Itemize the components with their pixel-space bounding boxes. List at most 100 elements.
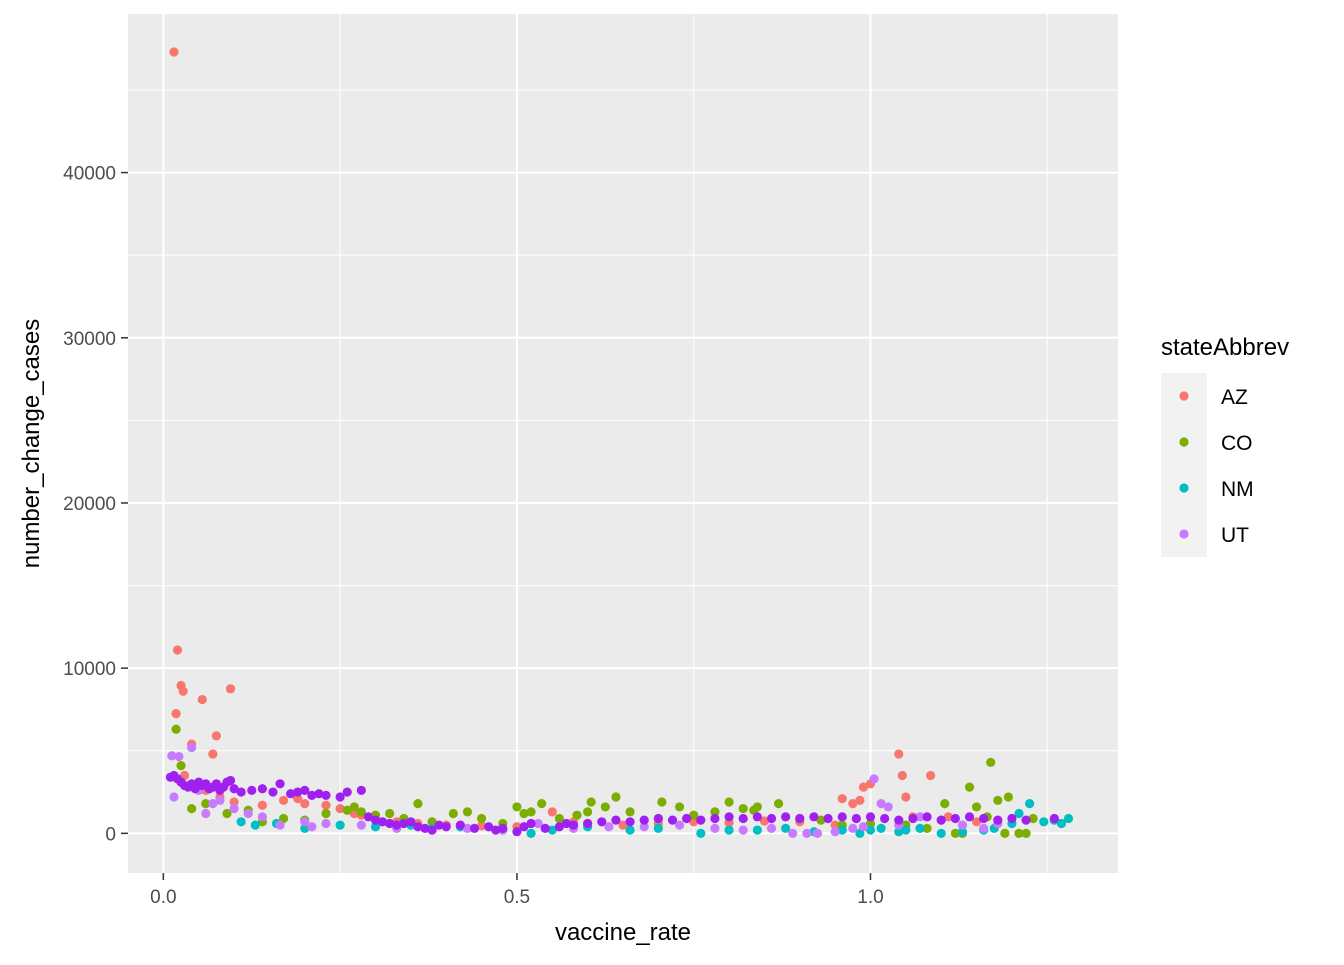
point-ut (667, 815, 678, 825)
point-co (413, 799, 423, 809)
point-co (674, 802, 685, 812)
legend-key-co (1179, 437, 1189, 447)
point-ut (1021, 815, 1031, 825)
point-ut (275, 820, 285, 830)
point-ut (427, 825, 437, 835)
point-ut (710, 813, 720, 824)
point-ut (236, 787, 246, 797)
y-tick-label: 20000 (63, 494, 116, 515)
point-ut (568, 820, 579, 830)
point-ut (795, 813, 805, 824)
legend-title: stateAbbrev (1161, 334, 1289, 361)
point-co (1028, 813, 1038, 824)
point-ut (342, 787, 352, 797)
point-ut (696, 815, 706, 825)
legend-key-ut (1179, 529, 1189, 539)
point-ut (823, 813, 833, 824)
point-co (349, 802, 359, 812)
point-ut (540, 823, 550, 833)
point-co (1021, 828, 1031, 838)
point-az (229, 797, 239, 807)
point-ut (781, 812, 791, 822)
point-az (901, 792, 911, 802)
point-co (519, 808, 529, 819)
point-nm (865, 825, 876, 835)
point-ut (441, 822, 451, 832)
point-co (971, 802, 982, 812)
point-nm (250, 820, 260, 830)
point-ut (363, 812, 374, 822)
point-ut (420, 823, 430, 833)
point-co (476, 813, 487, 824)
point-ut (275, 779, 285, 789)
point-ut (257, 784, 267, 794)
point-ut (865, 812, 876, 822)
point-az (848, 799, 858, 809)
legend-items: AZ CO NM UT (1179, 386, 1254, 547)
point-co (321, 808, 331, 819)
point-co (526, 807, 536, 817)
point-ut (229, 784, 239, 794)
point-ut (639, 822, 649, 832)
point-co (586, 797, 596, 807)
point-ut (802, 828, 812, 838)
point-co (625, 807, 635, 817)
y-axis-title: number_change_cases (18, 319, 45, 569)
point-nm (724, 825, 734, 835)
point-ut (625, 817, 635, 827)
point-nm (1014, 808, 1024, 819)
point-ut (174, 751, 184, 762)
point-ut (268, 787, 278, 797)
x-axis-title: vaccine_rate (555, 919, 691, 946)
point-co (773, 799, 784, 809)
point-az (172, 645, 183, 655)
point-ut (788, 828, 798, 838)
point-ut (883, 802, 893, 812)
point-ut (229, 803, 239, 814)
point-ut (1007, 813, 1017, 824)
point-ut (993, 815, 1003, 825)
point-az (894, 749, 904, 759)
legend-label-nm: NM (1221, 478, 1254, 501)
point-nm (625, 825, 635, 835)
point-ut (406, 817, 416, 827)
point-nm (1056, 818, 1067, 829)
data-points (165, 47, 1074, 838)
point-co (1003, 792, 1013, 802)
point-ut (307, 790, 317, 800)
point-az (178, 686, 188, 696)
point-nm (781, 823, 791, 833)
point-az (225, 684, 236, 694)
point-ut (858, 822, 869, 832)
point-co (940, 799, 950, 809)
point-co (922, 823, 932, 833)
point-ut (848, 823, 858, 833)
point-ut (201, 808, 211, 819)
point-ut (187, 742, 197, 753)
legend: stateAbbrev AZ CO NM UT (1161, 334, 1289, 557)
point-nm (752, 825, 762, 835)
point-az (689, 817, 699, 827)
point-ut (392, 820, 402, 830)
point-ut (462, 823, 473, 833)
point-co (572, 810, 582, 820)
y-tick-label: 30000 (63, 329, 116, 350)
point-ut (957, 820, 968, 830)
point-co (657, 797, 667, 807)
point-ut (611, 815, 621, 825)
point-az (897, 770, 907, 781)
point-co (724, 797, 734, 807)
point-az (855, 795, 865, 805)
point-az (321, 800, 331, 810)
point-ut (321, 790, 331, 800)
point-ut (597, 817, 607, 827)
y-tick-label: 40000 (63, 164, 116, 185)
point-nm (936, 828, 946, 838)
point-ut (247, 785, 257, 796)
point-ut (321, 818, 331, 829)
point-co (187, 803, 197, 814)
point-ut (293, 787, 303, 797)
point-nm (1063, 813, 1074, 824)
